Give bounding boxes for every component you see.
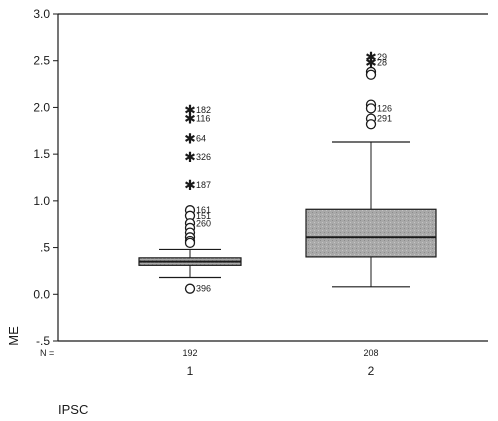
outlier-label: 291 (377, 114, 392, 124)
y-tick-label: 3.0 (33, 7, 50, 21)
extreme-label: 28 (377, 58, 387, 68)
extreme-asterisk: ✱ (184, 112, 196, 128)
extreme-label: 116 (196, 114, 210, 124)
extreme-label: 326 (196, 152, 211, 162)
group-n-label: 208 (363, 348, 378, 358)
y-tick-label: 1.5 (33, 147, 50, 161)
outlier-circle (367, 120, 376, 129)
extreme-asterisk: ✱ (184, 150, 196, 166)
n-label: N = (40, 348, 54, 358)
extreme-asterisk: ✱ (365, 56, 377, 72)
iqr-box (306, 209, 436, 257)
extreme-label: 64 (196, 133, 206, 143)
y-tick-label: .5 (40, 241, 50, 255)
y-tick-label: 0.0 (33, 287, 50, 301)
y-tick-label: 2.0 (33, 100, 50, 114)
outlier-circle (186, 284, 195, 293)
extreme-label: 187 (196, 180, 211, 190)
x-category-label: 1 (187, 364, 194, 378)
y-tick-label: -.5 (36, 334, 50, 348)
extreme-asterisk: ✱ (184, 178, 196, 194)
outlier-circle (186, 238, 195, 247)
y-axis-title: ME (6, 326, 21, 346)
outlier-label: 126 (377, 103, 392, 113)
y-tick-label: 2.5 (33, 54, 50, 68)
group-n-label: 192 (182, 348, 197, 358)
outlier-circle (367, 104, 376, 113)
outlier-label: 396 (196, 284, 211, 294)
y-tick-label: 1.0 (33, 194, 50, 208)
outlier-label: 260 (196, 218, 211, 228)
extreme-asterisk: ✱ (184, 131, 196, 147)
x-axis-title: IPSC (58, 402, 88, 417)
x-category-label: 2 (368, 364, 375, 378)
